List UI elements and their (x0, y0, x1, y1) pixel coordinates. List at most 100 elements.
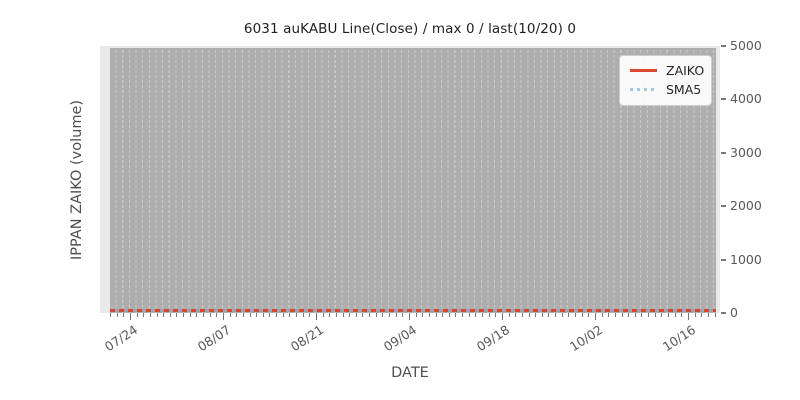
x-minor-tick (455, 313, 457, 317)
x-minor-tick (468, 313, 470, 317)
x-minor-tick (256, 313, 258, 317)
x-minor-tick (349, 313, 351, 317)
x-minor-tick (654, 313, 656, 317)
x-minor-tick (661, 313, 663, 317)
x-minor-tick (508, 313, 510, 317)
x-minor-tick (648, 313, 650, 317)
x-minor-tick (216, 313, 218, 317)
x-minor-tick (561, 313, 563, 317)
x-minor-tick (322, 313, 324, 317)
x-minor-tick (335, 313, 337, 317)
y-tick (721, 98, 726, 101)
y-tick-label: 0 (730, 305, 738, 320)
x-minor-tick (528, 313, 530, 317)
x-minor-tick (355, 313, 357, 317)
x-minor-tick (282, 313, 284, 317)
legend-label-zaiko: ZAIKO (666, 63, 705, 78)
x-minor-tick (515, 313, 517, 317)
x-major-tick (130, 313, 131, 320)
x-major-tick (316, 313, 317, 320)
x-minor-tick (189, 313, 191, 317)
x-minor-tick (395, 313, 397, 317)
x-minor-tick (601, 313, 603, 317)
x-minor-tick (229, 313, 231, 317)
x-minor-tick (209, 313, 211, 317)
x-tick-label: 09/04 (380, 322, 420, 355)
x-minor-tick (681, 313, 683, 317)
x-minor-tick (701, 313, 703, 317)
x-minor-tick (176, 313, 178, 317)
x-minor-tick (156, 313, 158, 317)
x-minor-tick (149, 313, 151, 317)
x-minor-tick (143, 313, 145, 317)
x-minor-tick (495, 313, 497, 317)
y-tick-label: 3000 (730, 144, 762, 160)
y-tick (721, 312, 726, 314)
x-minor-tick (548, 313, 550, 317)
x-minor-tick (555, 313, 557, 317)
x-major-tick (502, 313, 503, 320)
x-minor-tick (435, 313, 437, 317)
x-minor-tick (448, 313, 450, 317)
y-tick-label: 5000 (730, 38, 762, 53)
x-minor-tick (262, 313, 264, 317)
x-minor-tick (475, 313, 477, 317)
x-minor-tick (668, 313, 669, 317)
x-minor-tick (707, 313, 709, 317)
legend-item-sma5: SMA5 (620, 80, 711, 99)
x-minor-tick (614, 313, 616, 317)
x-minor-tick (428, 313, 430, 317)
chart-title: 6031 auKABU Line(Close) / max 0 / last(1… (243, 21, 577, 37)
x-minor-tick (289, 313, 291, 317)
y-tick-label: 2000 (730, 198, 762, 214)
x-minor-tick (674, 313, 676, 317)
x-minor-tick (694, 313, 696, 317)
legend-item-zaiko: ZAIKO (620, 61, 711, 80)
x-minor-tick (442, 313, 444, 317)
x-minor-tick (183, 313, 185, 317)
x-minor-tick (369, 313, 371, 317)
y-tick (721, 258, 726, 261)
x-tick-label: 07/24 (101, 322, 141, 355)
zaiko-line-sample-icon (630, 69, 657, 72)
x-minor-tick (628, 313, 630, 317)
y-tick (721, 151, 726, 154)
x-tick-label: 08/07 (194, 322, 234, 355)
y-axis-label: IPPAN ZAIKO (volume) (69, 99, 85, 261)
x-minor-tick (302, 313, 304, 317)
x-minor-tick (382, 313, 384, 317)
legend-label-sma5: SMA5 (666, 82, 702, 97)
x-minor-tick (541, 313, 543, 317)
x-minor-tick (196, 313, 198, 317)
x-tick-label: 10/02 (566, 322, 606, 355)
x-minor-tick (422, 313, 424, 317)
x-minor-tick (116, 313, 118, 317)
x-minor-tick (342, 313, 344, 317)
x-minor-tick (568, 313, 570, 317)
x-minor-tick (608, 313, 610, 317)
x-minor-tick (621, 313, 623, 317)
x-minor-tick (242, 313, 244, 317)
x-minor-tick (488, 313, 490, 317)
x-minor-tick (276, 313, 278, 317)
x-minor-tick (415, 313, 417, 317)
x-major-tick (409, 313, 410, 320)
x-minor-tick (110, 313, 111, 317)
x-minor-tick (249, 313, 251, 317)
x-minor-tick (269, 313, 271, 317)
x-tick-label: 10/16 (659, 322, 699, 355)
x-minor-tick (581, 313, 583, 317)
x-minor-tick (236, 313, 238, 317)
daily-grid-band (110, 48, 716, 313)
y-tick-label: 4000 (730, 91, 762, 107)
x-tick-label: 08/21 (287, 322, 327, 355)
x-minor-tick (123, 313, 125, 317)
x-minor-tick (521, 313, 523, 317)
x-minor-tick (136, 313, 138, 317)
x-minor-tick (203, 313, 204, 317)
x-tick-label: 09/18 (473, 322, 513, 355)
x-minor-tick (634, 313, 636, 317)
x-minor-tick (375, 313, 377, 317)
x-minor-tick (296, 313, 297, 317)
x-minor-tick (641, 313, 643, 317)
